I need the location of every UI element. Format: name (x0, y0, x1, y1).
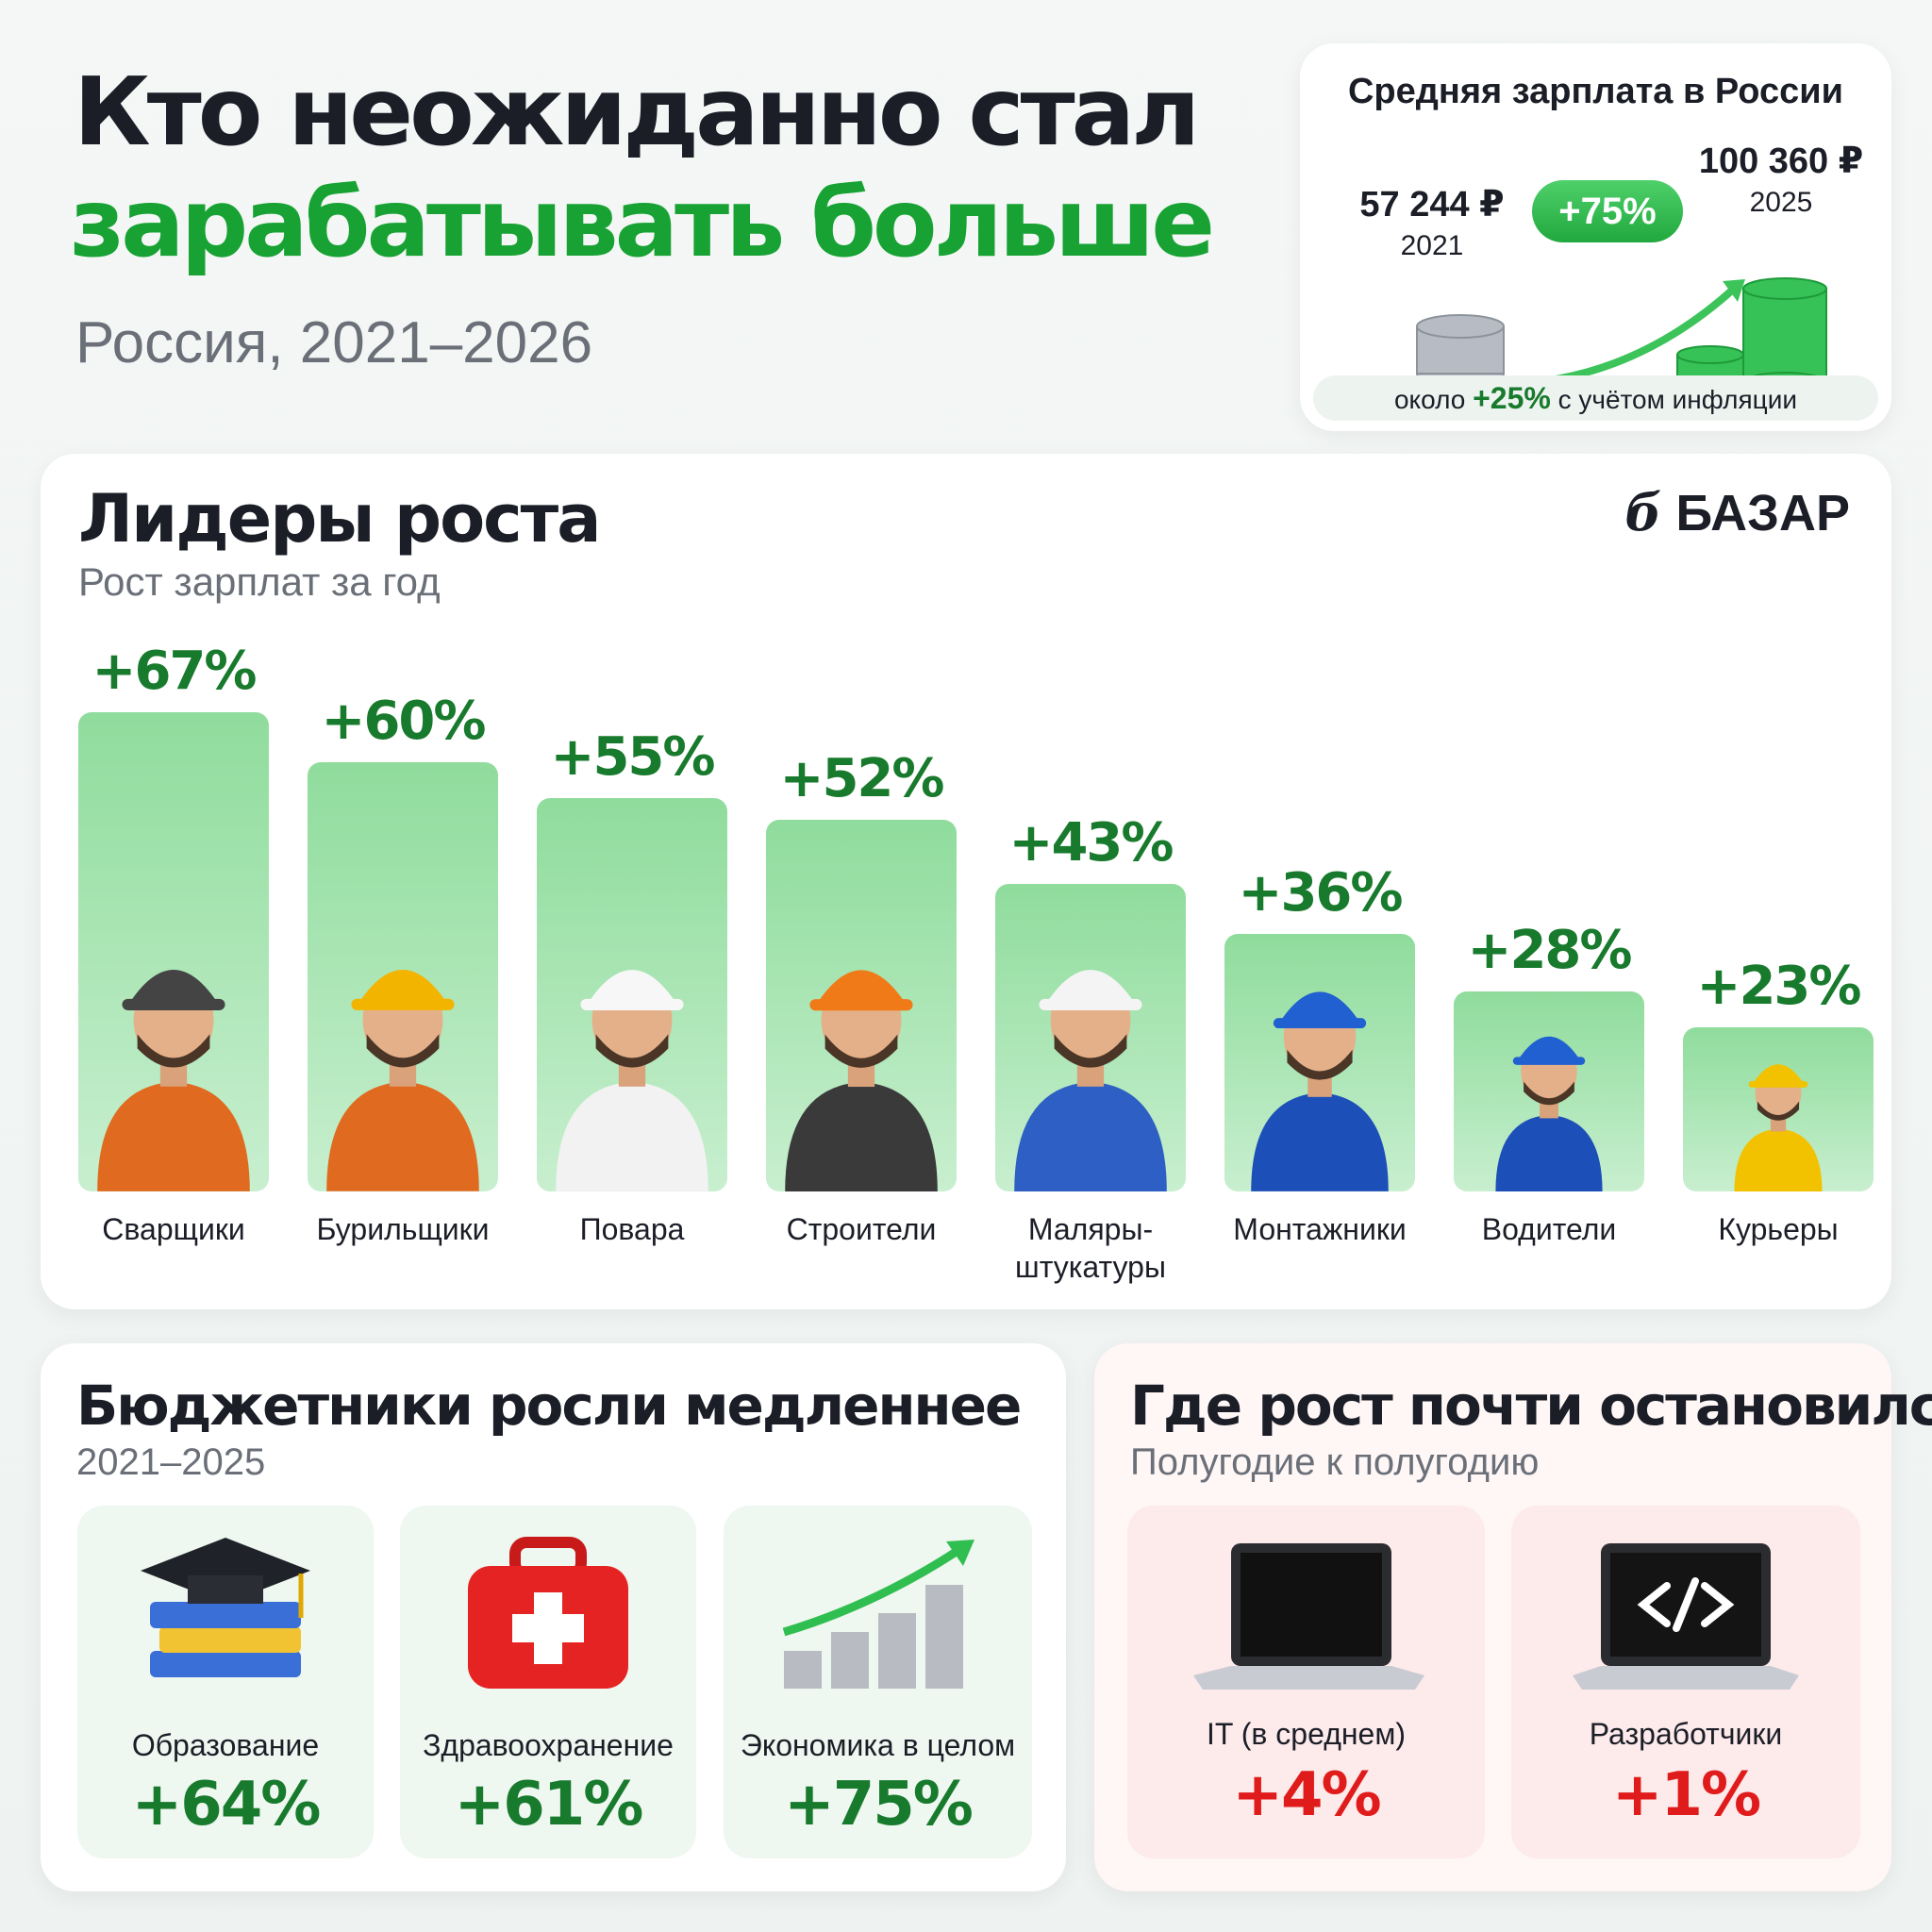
stalled-card: Где рост почти остановился Полугодие к п… (1094, 1343, 1932, 1891)
chart-title: Лидеры роста (78, 480, 601, 558)
title-line2: зарабатывать больше (70, 168, 1215, 278)
budget-value: +64% (131, 1770, 322, 1840)
bar (766, 819, 957, 1191)
worker-illustration (1734, 1063, 1823, 1191)
category-label: Сварщики (102, 1212, 245, 1246)
category-label: Монтажники (1233, 1212, 1407, 1246)
stalled-title: Где рост почти остановился (1130, 1374, 1932, 1438)
stalled-item: Разработчики +1% (1511, 1506, 1860, 1858)
note-prefix: около (1393, 385, 1466, 414)
budget-value: +61% (454, 1770, 644, 1840)
bar (1683, 1026, 1874, 1191)
stalled-value: +4% (1232, 1760, 1381, 1830)
bar (1224, 934, 1415, 1191)
value-label: +55% (550, 726, 716, 789)
from-value: 57 244 ₽ (1359, 185, 1505, 225)
budget-title: Бюджетники росли медленнее (76, 1374, 1022, 1438)
category-label: Маляры- штукатуры (1015, 1212, 1166, 1284)
salary-title: Средняя зарплата в России (1347, 72, 1844, 111)
stalled-subtitle: Полугодие к полугодию (1130, 1441, 1540, 1483)
bar (1454, 991, 1644, 1191)
budget-label: Образование (131, 1728, 320, 1762)
stalled-label: IT (в среднем) (1207, 1717, 1406, 1751)
note-value: +25% (1473, 381, 1551, 415)
laptop-icon (1192, 1543, 1424, 1690)
value-label: +67% (92, 641, 258, 703)
chart-card: Лидеры роста Рост зарплат за год б БАЗАР… (41, 454, 1891, 1309)
budget-card: Бюджетники росли медленнее 2021–2025 Обр… (41, 1343, 1066, 1891)
budget-subtitle: 2021–2025 (76, 1441, 266, 1483)
bar (78, 712, 269, 1191)
worker-illustration (785, 970, 938, 1191)
category-label: Бурильщики (316, 1212, 490, 1246)
subtitle: Россия, 2021–2026 (75, 310, 593, 375)
worker-illustration (326, 970, 479, 1191)
budget-label: Экономика в целом (740, 1728, 1016, 1762)
bar (537, 798, 727, 1191)
category-label: Курьеры (1718, 1212, 1839, 1246)
to-value: 100 360 ₽ (1698, 142, 1864, 181)
stalled-item: IT (в среднем) +4% (1127, 1506, 1485, 1858)
worker-illustration (556, 970, 708, 1191)
change-badge: +75% (1532, 180, 1683, 242)
health-icon (468, 1537, 628, 1689)
code-laptop-icon (1573, 1543, 1799, 1690)
category-label: Повара (579, 1212, 685, 1246)
value-label: +28% (1467, 919, 1633, 981)
economy-icon (782, 1540, 974, 1689)
worker-illustration (1014, 970, 1167, 1191)
to-year: 2025 (1749, 187, 1813, 218)
value-label: +36% (1238, 862, 1404, 924)
worker-illustration (1251, 991, 1389, 1191)
worker-illustration (97, 970, 250, 1191)
bar (308, 762, 498, 1191)
brand: б БАЗАР (1624, 482, 1850, 542)
value-label: +43% (1008, 812, 1174, 874)
inflation-note: около +25% с учётом инфляции (1313, 375, 1878, 421)
value-label: +52% (779, 747, 945, 809)
chart-subtitle: Рост зарплат за год (78, 559, 441, 604)
category-label: Водители (1481, 1212, 1617, 1246)
budget-item: Образование +64% (77, 1506, 374, 1858)
from-year: 2021 (1400, 230, 1464, 261)
stalled-label: Разработчики (1589, 1717, 1783, 1751)
bar (995, 884, 1186, 1191)
value-label: +60% (321, 691, 487, 753)
budget-item: Здравоохранение +61% (400, 1506, 696, 1858)
education-icon (141, 1538, 310, 1677)
salary-card: Средняя зарплата в России 57 244 ₽ 2021 … (1300, 43, 1891, 431)
budget-label: Здравоохранение (423, 1728, 674, 1762)
title-line1: Кто неожиданно стал (74, 57, 1200, 167)
budget-value: +75% (784, 1770, 974, 1840)
stalled-value: +1% (1611, 1760, 1761, 1830)
note-suffix: с учётом инфляции (1557, 385, 1798, 414)
budget-item: Экономика в целом +75% (724, 1506, 1032, 1858)
brand-name: БАЗАР (1675, 485, 1850, 541)
worker-illustration (1495, 1036, 1603, 1191)
category-label: Строители (786, 1212, 937, 1246)
value-label: +23% (1696, 955, 1862, 1017)
